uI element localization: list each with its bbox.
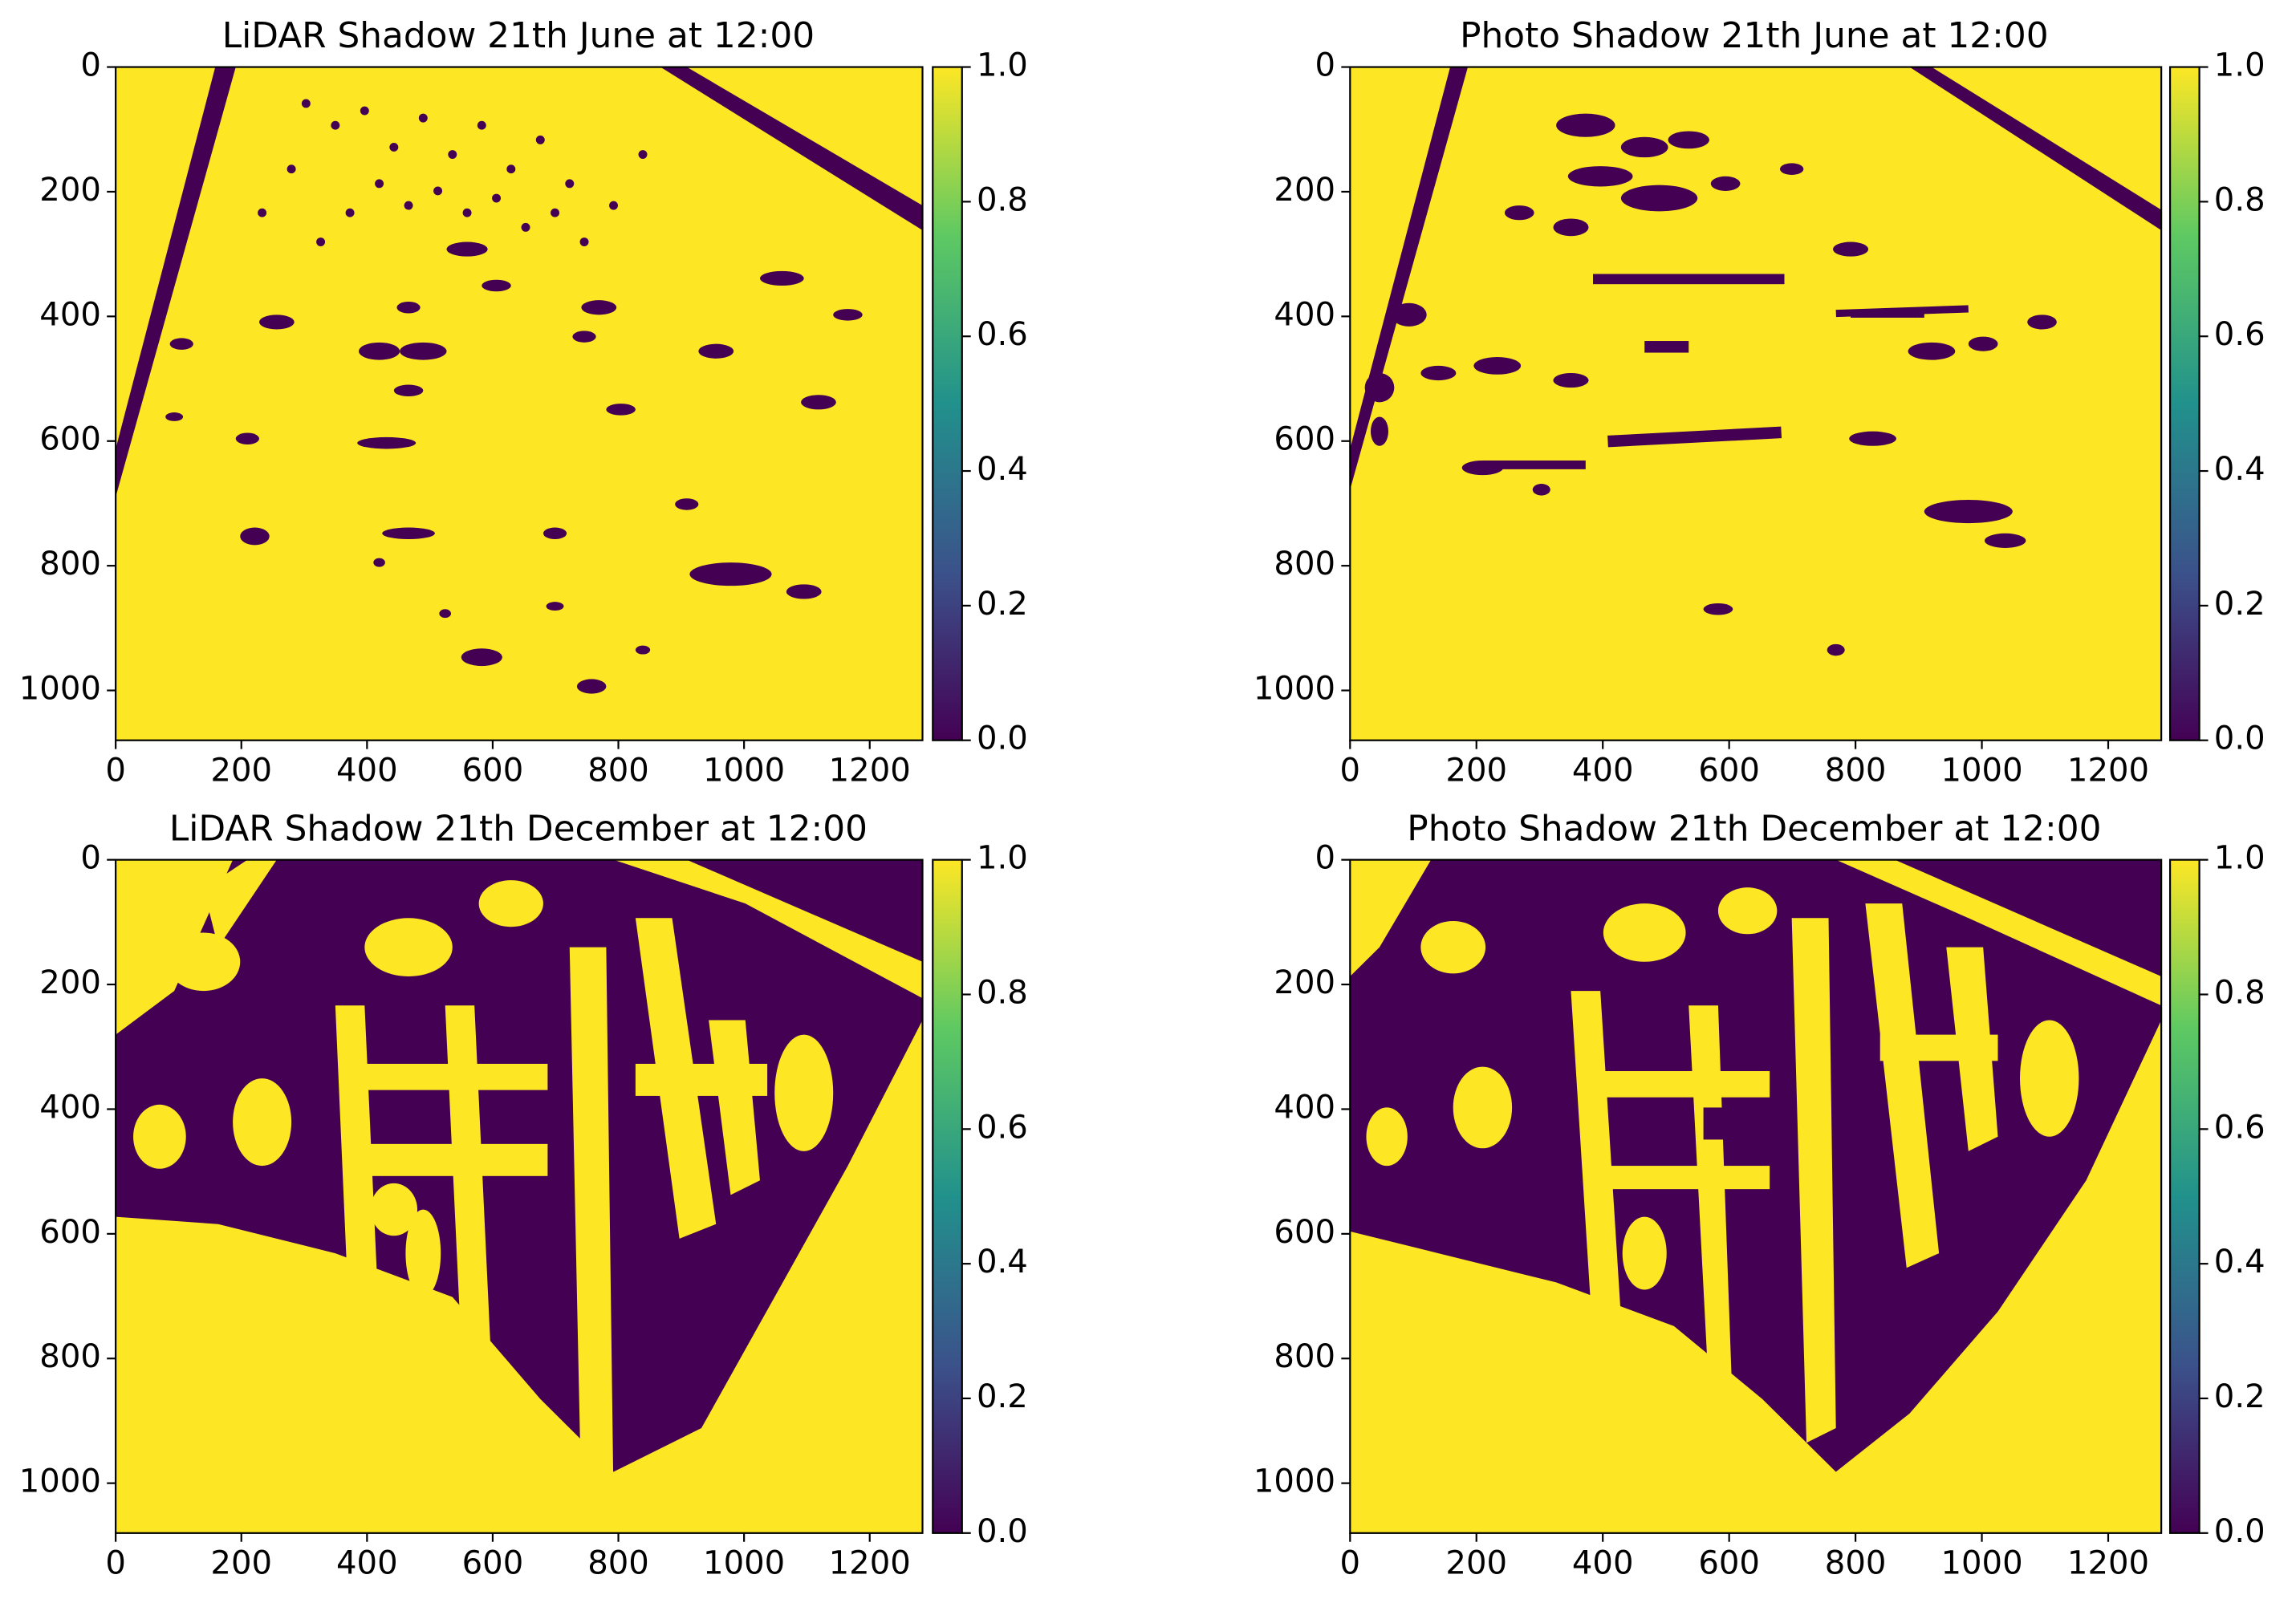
axes-frame	[115, 66, 924, 741]
colorbar-tick-label: 0.2	[2214, 1378, 2266, 1415]
colorbar-tick-label: 0.6	[2214, 1109, 2266, 1146]
chart-title: LiDAR Shadow 21th December at 12:00	[169, 808, 868, 849]
chart-title: Photo Shadow 21th June at 12:00	[1460, 15, 2048, 56]
x-tick-label: 1200	[2067, 1545, 2149, 1582]
x-tick-label: 0	[1340, 1545, 1361, 1582]
y-tick-label: 1000	[19, 1463, 101, 1500]
colorbar-tick-label: 0.2	[2214, 586, 2266, 623]
colorbar-tick-label: 0.8	[2214, 975, 2266, 1012]
x-tick-label: 1200	[829, 753, 911, 789]
colorbar-tick-label: 0.6	[2214, 316, 2266, 353]
x-tick-label: 600	[462, 1545, 524, 1582]
axes-frame	[1349, 858, 2163, 1534]
x-tick-label: 600	[1698, 1545, 1760, 1582]
x-tick-label: 0	[105, 753, 126, 789]
colorbar-tick-label: 1.0	[2214, 47, 2266, 84]
colorbar-tick-label: 1.0	[977, 47, 1028, 84]
colorbar-tick-label: 0.6	[977, 316, 1028, 353]
colorbar-tick-label: 1.0	[2214, 840, 2266, 877]
colorbar-tick-label: 0.6	[977, 1109, 1028, 1146]
y-tick-label: 800	[39, 546, 101, 582]
x-tick-label: 600	[1698, 753, 1760, 789]
colorbar-tick-label: 0.0	[977, 1513, 1028, 1550]
colorbar-tick-label: 0.4	[977, 1244, 1028, 1280]
x-tick-label: 1000	[1940, 1545, 2022, 1582]
x-tick-label: 600	[462, 753, 524, 789]
colorbar-tick-label: 0.8	[977, 975, 1028, 1012]
y-tick-label: 1000	[1254, 1463, 1335, 1500]
axes-frame	[115, 858, 924, 1534]
y-tick-label: 600	[39, 1214, 101, 1251]
colorbar-tick-label: 0.2	[977, 1378, 1028, 1415]
colorbar-tick-label: 1.0	[977, 840, 1028, 877]
colorbar-tick-label: 0.8	[2214, 181, 2266, 218]
x-tick-label: 800	[587, 753, 649, 789]
y-tick-label: 800	[1274, 1338, 1335, 1375]
y-tick-label: 1000	[19, 671, 101, 708]
y-tick-label: 0	[80, 840, 101, 877]
y-tick-label: 200	[39, 172, 101, 209]
colorbar-tick-label: 0.2	[977, 586, 1028, 623]
colorbar-frame	[932, 858, 963, 1534]
chart-title: LiDAR Shadow 21th June at 12:00	[222, 15, 815, 56]
x-tick-label: 0	[105, 1545, 126, 1582]
y-tick-label: 200	[39, 964, 101, 1001]
colorbar-tick-label: 0.4	[2214, 451, 2266, 488]
y-tick-label: 0	[1315, 840, 1336, 877]
x-tick-label: 200	[1445, 1545, 1507, 1582]
y-tick-label: 400	[39, 1090, 101, 1126]
x-tick-label: 400	[336, 1545, 398, 1582]
colorbar-tick-label: 0.4	[977, 451, 1028, 488]
shadow-map	[116, 859, 923, 1501]
x-tick-label: 1000	[1940, 753, 2022, 789]
colorbar-tick-label: 0.4	[2214, 1244, 2266, 1280]
chart-title: Photo Shadow 21th December at 12:00	[1407, 808, 2101, 849]
x-tick-label: 0	[1340, 753, 1361, 789]
colorbar	[933, 67, 962, 741]
colorbar-tick-label: 0.0	[2214, 720, 2266, 757]
x-tick-label: 400	[1572, 1545, 1634, 1582]
y-tick-label: 600	[1274, 421, 1335, 458]
x-tick-label: 200	[1445, 753, 1507, 789]
y-tick-label: 200	[1274, 172, 1335, 209]
x-tick-label: 800	[587, 1545, 649, 1582]
x-tick-label: 200	[210, 753, 272, 789]
colorbar	[933, 859, 962, 1533]
y-tick-label: 600	[1274, 1214, 1335, 1251]
colorbar	[2170, 859, 2200, 1533]
y-tick-label: 1000	[1254, 671, 1335, 708]
y-tick-label: 800	[1274, 546, 1335, 582]
y-tick-label: 600	[39, 421, 101, 458]
colorbar	[2170, 67, 2200, 741]
colorbar-frame	[2168, 858, 2201, 1534]
shadow-map	[1350, 859, 2162, 1472]
x-tick-label: 200	[210, 1545, 272, 1582]
colorbar-tick-label: 0.8	[977, 181, 1028, 218]
image-background	[1350, 67, 2162, 741]
axes-frame	[1349, 66, 2163, 741]
colorbar-tick-label: 0.0	[977, 720, 1028, 757]
x-tick-label: 800	[1825, 1545, 1887, 1582]
x-tick-label: 1200	[829, 1545, 911, 1582]
x-tick-label: 800	[1825, 753, 1887, 789]
y-tick-label: 400	[39, 296, 101, 333]
x-tick-label: 1200	[2067, 753, 2149, 789]
y-tick-label: 400	[1274, 296, 1335, 333]
y-tick-label: 0	[80, 47, 101, 84]
y-tick-label: 800	[39, 1338, 101, 1375]
colorbar-frame	[932, 66, 963, 741]
y-tick-label: 0	[1315, 47, 1336, 84]
y-tick-label: 200	[1274, 964, 1335, 1001]
x-tick-label: 1000	[703, 1545, 785, 1582]
colorbar-frame	[2168, 66, 2201, 741]
x-tick-label: 400	[1572, 753, 1634, 789]
y-tick-label: 400	[1274, 1090, 1335, 1126]
x-tick-label: 400	[336, 753, 398, 789]
colorbar-tick-label: 0.0	[2214, 1513, 2266, 1550]
x-tick-label: 1000	[703, 753, 785, 789]
image-background	[116, 67, 923, 741]
